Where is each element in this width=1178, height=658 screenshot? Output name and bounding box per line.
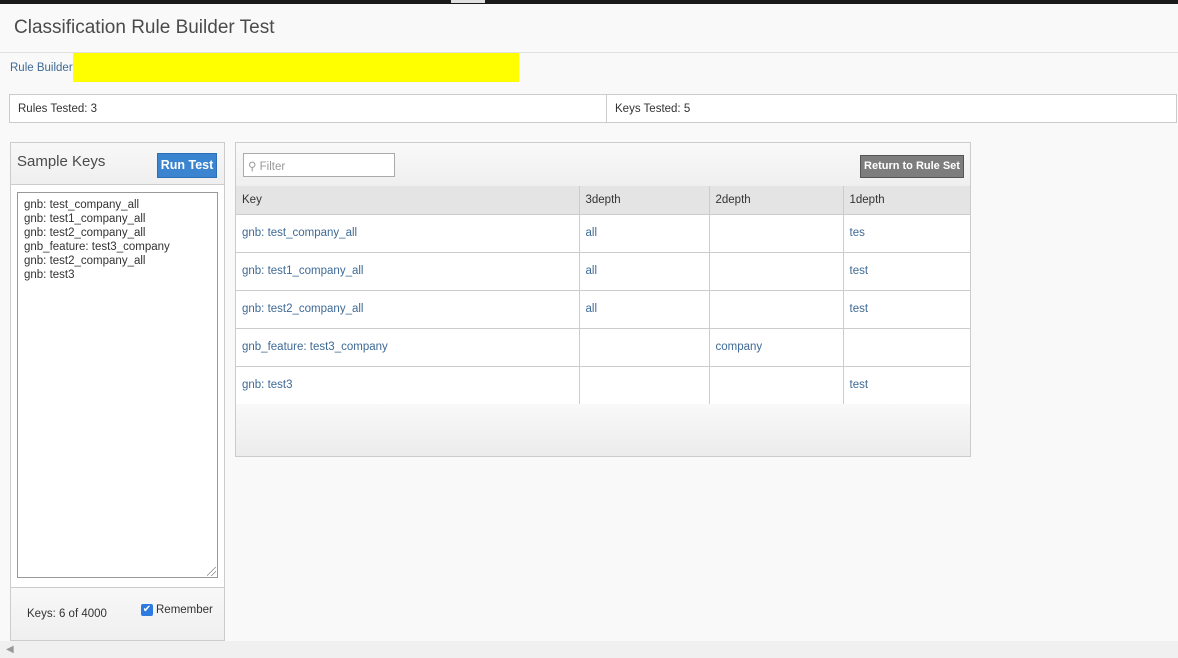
horizontal-scrollbar[interactable]: ◀ [0, 641, 1178, 658]
table-row: gnb: test1_company_all all test [236, 251, 970, 291]
key-line: gnb: test_company_all [24, 199, 140, 211]
table-cell-1depth: tes [842, 213, 970, 253]
table-header-row: Key 3depth 2depth 1depth [236, 186, 970, 215]
table-cell-3depth: all [578, 289, 710, 329]
run-test-button[interactable]: Run Test [157, 153, 217, 178]
remember-label: Remember [156, 604, 213, 616]
top-bar [0, 0, 1178, 4]
stats-bar: Rules Tested: 3 Keys Tested: 5 [9, 94, 1177, 123]
table-cell-2depth [708, 289, 844, 329]
sample-keys-footer: Keys: 6 of 4000 ✔ Remember [10, 587, 225, 641]
table-row: gnb: test3 test [236, 365, 970, 405]
column-header-2depth[interactable]: 2depth [708, 186, 844, 215]
table-cell-2depth: company [708, 327, 844, 367]
table-cell-2depth [708, 251, 844, 291]
table-cell-1depth: test [842, 289, 970, 329]
search-icon: ⚲ [248, 161, 257, 173]
sample-keys-textarea[interactable]: gnb: test_company_all gnb: test1_company… [17, 192, 218, 578]
results-panel: ⚲ Filter Return to Rule Set Key 3depth 2… [235, 142, 971, 457]
table-cell-1depth: test [842, 251, 970, 291]
filter-placeholder: Filter [259, 161, 286, 173]
key-line: gnb_feature: test3_company [24, 241, 170, 253]
table-cell-key: gnb_feature: test3_company [236, 327, 580, 367]
key-line: gnb: test3 [24, 269, 75, 281]
top-bar-tab[interactable] [451, 0, 485, 3]
table-cell-key: gnb: test1_company_all [236, 251, 580, 291]
table-cell-key: gnb: test3 [236, 365, 580, 405]
table-cell-key: gnb: test_company_all [236, 213, 580, 253]
sample-keys-title: Sample Keys [17, 153, 106, 170]
table-cell-3depth: all [578, 213, 710, 253]
filter-input[interactable]: ⚲ Filter [243, 153, 395, 177]
table-cell-1depth [842, 327, 970, 367]
redaction-highlight [73, 53, 519, 82]
keys-count: Keys: 6 of 4000 [27, 608, 107, 620]
return-to-rule-set-button[interactable]: Return to Rule Set [860, 155, 964, 178]
results-footer [236, 404, 970, 456]
key-line: gnb: test2_company_all [24, 227, 146, 239]
page-title: Classification Rule Builder Test [14, 17, 275, 38]
key-line: gnb: test2_company_all [24, 255, 146, 267]
table-cell-3depth [578, 327, 710, 367]
resize-grip-icon[interactable] [207, 567, 216, 576]
column-header-1depth[interactable]: 1depth [842, 186, 970, 215]
table-row: gnb_feature: test3_company company [236, 327, 970, 367]
remember-checkbox[interactable]: ✔ Remember [141, 604, 213, 616]
divider [0, 52, 1178, 53]
breadcrumb-rule-builder[interactable]: Rule Builder . [10, 62, 80, 74]
table-cell-2depth [708, 213, 844, 253]
table-cell-2depth [708, 365, 844, 405]
rules-tested: Rules Tested: 3 [10, 95, 607, 122]
table-cell-3depth [578, 365, 710, 405]
sample-keys-header: Sample Keys Run Test [11, 143, 224, 185]
results-toolbar: ⚲ Filter Return to Rule Set [236, 143, 970, 186]
table-cell-3depth: all [578, 251, 710, 291]
scroll-left-icon[interactable]: ◀ [6, 644, 14, 655]
keys-tested: Keys Tested: 5 [615, 103, 691, 115]
results-table: Key 3depth 2depth 1depth gnb: test_compa… [236, 186, 970, 405]
table-row: gnb: test_company_all all tes [236, 213, 970, 253]
checkbox-checked-icon[interactable]: ✔ [141, 604, 153, 616]
key-line: gnb: test1_company_all [24, 213, 146, 225]
table-row: gnb: test2_company_all all test [236, 289, 970, 329]
sample-keys-panel: Sample Keys Run Test gnb: test_company_a… [10, 142, 225, 641]
table-cell-1depth: test [842, 365, 970, 405]
column-header-3depth[interactable]: 3depth [578, 186, 710, 215]
table-cell-key: gnb: test2_company_all [236, 289, 580, 329]
column-header-key[interactable]: Key [236, 186, 580, 215]
